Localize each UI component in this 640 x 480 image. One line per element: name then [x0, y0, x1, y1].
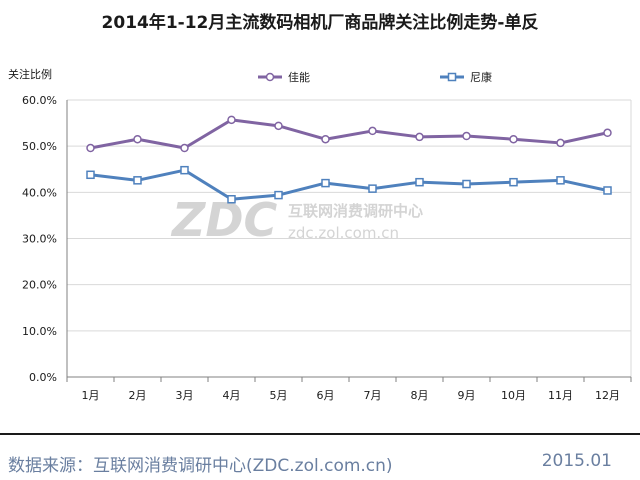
nikon-data-point	[603, 186, 612, 195]
canon-data-point	[321, 134, 330, 144]
canon-data-point	[274, 121, 283, 131]
y-tick-label: 20.0%	[22, 279, 57, 292]
x-tick-label: 6月	[317, 389, 335, 402]
nikon-data-point	[368, 184, 377, 193]
canon-data-point	[556, 138, 565, 148]
nikon-legend-marker	[447, 72, 457, 82]
nikon-legend-label: 尼康	[470, 70, 492, 84]
y-tick-label: 60.0%	[22, 94, 57, 107]
axes: 0.0% 10.0% 20.0% 30.0% 40.0% 50.0% 60.0% 1月 2月 3月…	[22, 94, 632, 402]
x-tick-label: 8月	[411, 389, 429, 402]
x-tick-label: 5月	[270, 389, 288, 402]
y-tick-label: 40.0%	[22, 186, 57, 199]
y-tick-label: 10.0%	[22, 325, 57, 338]
series	[86, 115, 612, 204]
canon-series-line	[90, 118, 608, 150]
canon-legend-marker	[265, 72, 275, 82]
chart-title: 2014年1-12月主流数码相机厂商品牌关注比例走势-单反	[101, 13, 539, 33]
canon-data-point	[415, 132, 424, 142]
canon-legend-label: 佳能	[288, 70, 310, 84]
footer-date: 2015.01	[541, 451, 612, 471]
nikon-data-point	[86, 170, 95, 180]
canon-data-point	[509, 134, 518, 144]
x-tick-label: 11月	[548, 389, 573, 402]
x-tick-label: 2月	[129, 389, 147, 402]
canon-data-point	[227, 115, 236, 125]
y-tick-label: 30.0%	[22, 233, 57, 246]
canon-data-point	[368, 126, 377, 136]
y-tick-label: 50.0%	[22, 140, 57, 153]
y-axis-unit-label: 关注比例	[8, 68, 52, 81]
footer-divider	[0, 433, 640, 435]
nikon-data-point	[133, 176, 142, 185]
canon-data-point	[180, 143, 189, 153]
gridlines	[67, 99, 631, 332]
nikon-data-point	[227, 195, 236, 204]
x-tick-label: 12月	[595, 389, 620, 402]
y-tick-label: 0.0%	[29, 371, 57, 384]
line-chart: ZDC 互联网消费调研中心 zdc.zol.com.cn 0.0%10.0%20…	[22, 70, 632, 402]
legend: 佳能 尼康	[258, 70, 492, 84]
nikon-data-point	[509, 177, 518, 187]
canon-data-point	[603, 128, 612, 138]
x-tick-label: 1月	[82, 389, 100, 402]
x-tick-label: 7月	[364, 389, 382, 402]
footer-source: 数据来源：互联网消费调研中心(ZDC.zol.com.cn)	[8, 456, 393, 476]
x-tick-label: 10月	[501, 389, 526, 402]
nikon-data-point	[462, 179, 471, 189]
nikon-data-point	[274, 190, 283, 200]
nikon-data-point	[415, 177, 424, 187]
canon-data-point	[86, 143, 95, 153]
x-tick-label: 4月	[223, 389, 241, 402]
watermark-url: zdc.zol.com.cn	[288, 224, 399, 242]
nikon-series-line	[90, 168, 608, 201]
nikon-data-point	[556, 176, 565, 185]
x-tick-label: 3月	[176, 389, 194, 402]
canon-data-point	[133, 134, 142, 144]
nikon-data-point	[180, 165, 189, 175]
x-tick-label: 9月	[458, 389, 476, 402]
watermark-name: 互联网消费调研中心	[288, 202, 423, 220]
canon-data-point	[462, 131, 471, 141]
nikon-data-point	[321, 178, 330, 188]
